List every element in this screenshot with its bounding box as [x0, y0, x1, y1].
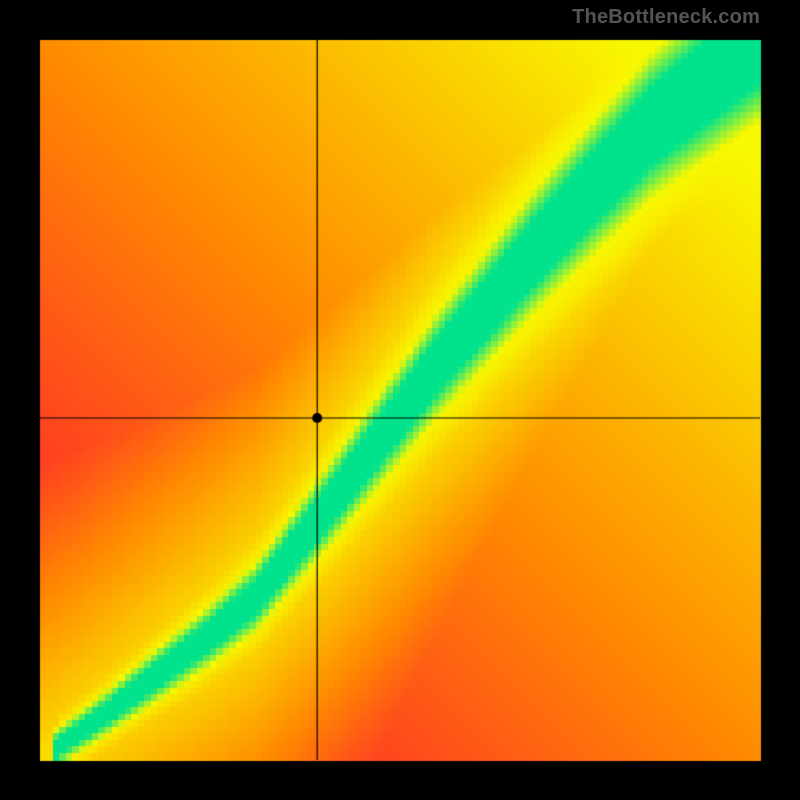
- heatmap-canvas: [0, 0, 800, 800]
- chart-container: TheBottleneck.com: [0, 0, 800, 800]
- watermark-text: TheBottleneck.com: [572, 6, 760, 29]
